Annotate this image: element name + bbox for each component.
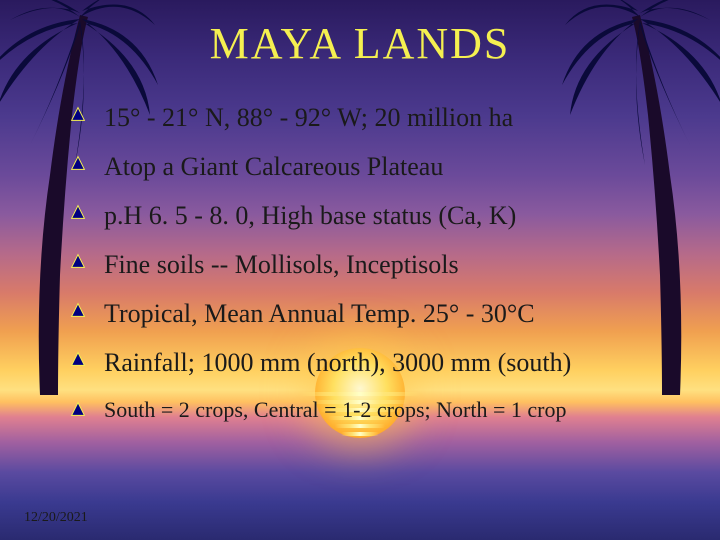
triangle-bullet-icon [70, 302, 86, 323]
bullet-text: p.H 6. 5 - 8. 0, High base status (Ca, K… [104, 198, 516, 233]
slide-title: MAYA LANDS [0, 18, 720, 69]
bullet-item: Fine soils -- Mollisols, Inceptisols [70, 247, 690, 282]
bullet-list: 15° - 21° N, 88° - 92° W; 20 million ha A… [70, 100, 690, 438]
bullet-item: South = 2 crops, Central = 1-2 crops; No… [70, 395, 690, 425]
bullet-text: Atop a Giant Calcareous Plateau [104, 149, 443, 184]
bullet-text: Fine soils -- Mollisols, Inceptisols [104, 247, 459, 282]
bullet-text: South = 2 crops, Central = 1-2 crops; No… [104, 395, 566, 425]
slide-date: 12/20/2021 [24, 510, 88, 526]
bullet-item: 15° - 21° N, 88° - 92° W; 20 million ha [70, 100, 690, 135]
triangle-bullet-icon [70, 155, 86, 176]
bullet-item: p.H 6. 5 - 8. 0, High base status (Ca, K… [70, 198, 690, 233]
bullet-item: Atop a Giant Calcareous Plateau [70, 149, 690, 184]
triangle-bullet-icon [70, 351, 86, 372]
bullet-text: 15° - 21° N, 88° - 92° W; 20 million ha [104, 100, 513, 135]
bullet-text: Tropical, Mean Annual Temp. 25° - 30°C [104, 296, 535, 331]
bullet-text: Rainfall; 1000 mm (north), 3000 mm (sout… [104, 345, 571, 380]
bullet-item: Tropical, Mean Annual Temp. 25° - 30°C [70, 296, 690, 331]
triangle-bullet-icon [70, 106, 86, 127]
triangle-bullet-icon [70, 401, 86, 422]
bullet-item: Rainfall; 1000 mm (north), 3000 mm (sout… [70, 345, 690, 380]
triangle-bullet-icon [70, 253, 86, 274]
triangle-bullet-icon [70, 204, 86, 225]
